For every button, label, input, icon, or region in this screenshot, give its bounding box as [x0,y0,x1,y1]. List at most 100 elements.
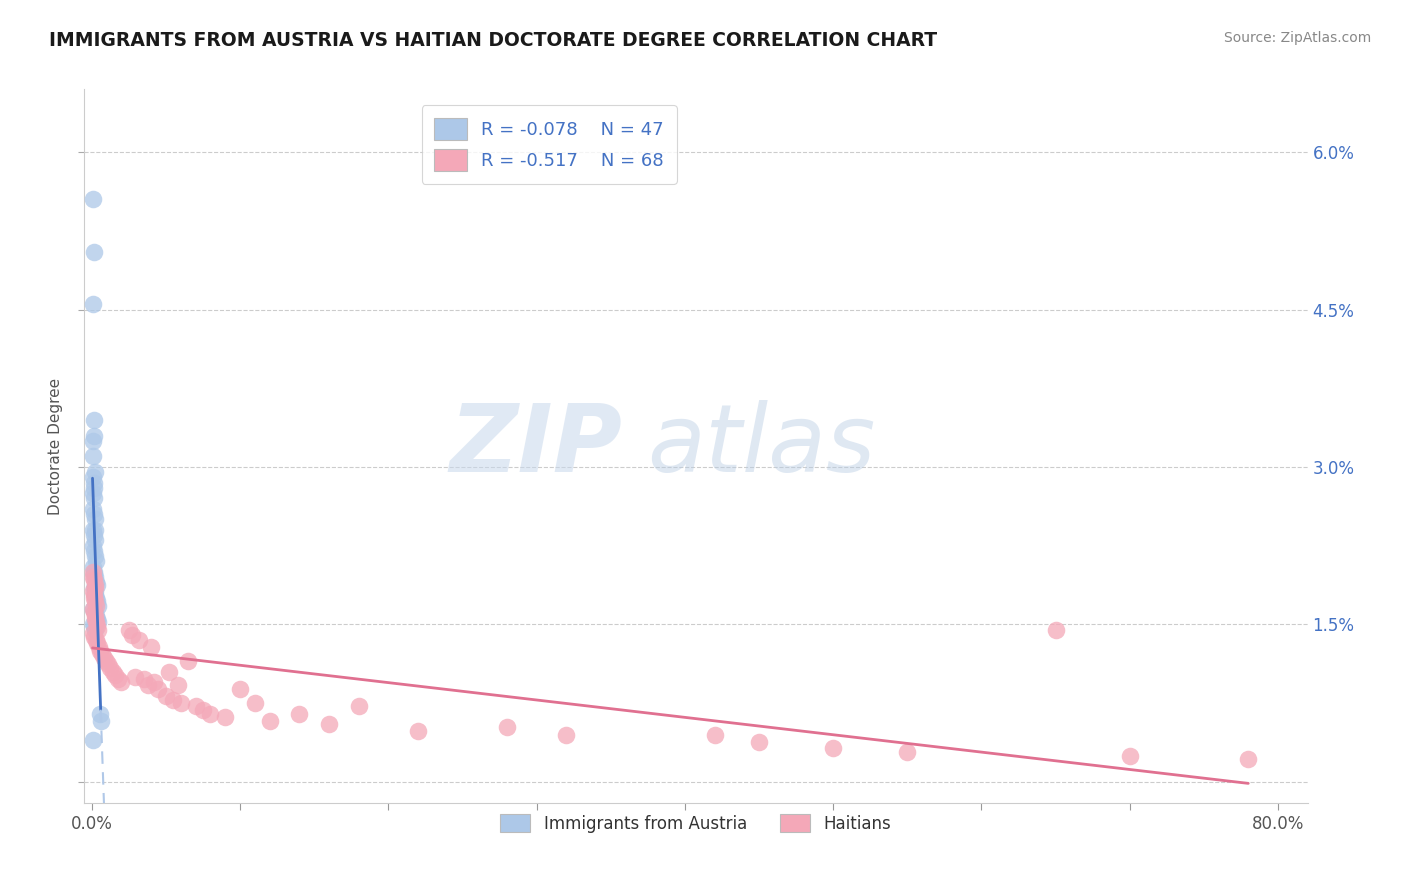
Point [83,465,105,479]
Point [90,714,112,728]
Point [347,699,370,714]
Point [84,549,107,564]
Point [87,599,110,613]
Point [84,588,107,602]
Point [136,678,159,692]
Point [110,675,132,690]
Point [86,636,108,650]
Point [82,502,104,516]
Point [170,696,193,710]
Point [84,570,107,584]
Point [288,706,311,721]
Point [148,682,170,697]
Point [83,413,105,427]
Point [83,567,105,582]
Point [243,696,266,710]
Point [82,601,104,615]
Point [83,512,105,526]
Point [82,601,104,615]
Point [84,633,107,648]
Point [83,605,105,619]
Text: IMMIGRANTS FROM AUSTRIA VS HAITIAN DOCTORATE DEGREE CORRELATION CHART: IMMIGRANTS FROM AUSTRIA VS HAITIAN DOCTO… [49,31,938,50]
Point [83,581,105,595]
Point [84,612,107,626]
Point [87,615,110,630]
Point [157,665,180,679]
Point [318,717,340,731]
Point [82,625,104,640]
Point [86,594,108,608]
Point [84,581,107,595]
Point [89,706,111,721]
Point [83,475,105,490]
Point [86,619,108,633]
Point [118,623,141,637]
Text: Source: ZipAtlas.com: Source: ZipAtlas.com [1223,31,1371,45]
Point [86,623,108,637]
Point [82,297,104,311]
Point [83,605,105,619]
Point [82,450,104,464]
Point [139,640,162,655]
Point [82,434,104,448]
Point [82,570,104,584]
Point [89,643,111,657]
Point [83,244,105,259]
Point [84,575,107,590]
Point [132,672,155,686]
Point [121,628,143,642]
Point [83,428,105,442]
Point [214,710,236,724]
Point [1045,623,1067,637]
Point [124,670,146,684]
Text: ZIP: ZIP [450,400,623,492]
Point [128,633,150,648]
Y-axis label: Doctorate Degree: Doctorate Degree [48,377,63,515]
Point [555,728,578,742]
Point [84,594,107,608]
Point [90,647,112,661]
Point [83,491,105,506]
Point [84,554,107,568]
Point [1237,752,1260,766]
Point [82,539,104,553]
Point [83,591,105,606]
Point [703,728,725,742]
Point [83,619,105,633]
Point [104,667,127,681]
Point [83,609,105,624]
Point [177,654,200,668]
Point [823,741,845,756]
Point [155,689,177,703]
Point [84,609,107,624]
Point [97,657,120,672]
Point [83,577,105,591]
Text: atlas: atlas [647,401,876,491]
Point [259,714,281,728]
Point [82,617,104,632]
Point [82,486,104,500]
Point [162,693,184,707]
Point [84,599,107,613]
Point [82,559,104,574]
Point [82,523,104,537]
Point [82,732,104,747]
Legend: Immigrants from Austria, Haitians: Immigrants from Austria, Haitians [489,803,903,845]
Point [748,735,770,749]
Point [83,565,105,579]
Point [143,675,166,690]
Point [84,591,107,606]
Point [496,720,519,734]
Point [166,678,188,692]
Point [83,588,105,602]
Point [87,640,110,655]
Point [191,703,214,717]
Point [406,724,429,739]
Point [83,481,105,495]
Point [184,699,207,714]
Point [84,615,107,630]
Point [896,746,918,760]
Point [83,528,105,542]
Point [84,523,107,537]
Point [83,630,105,644]
